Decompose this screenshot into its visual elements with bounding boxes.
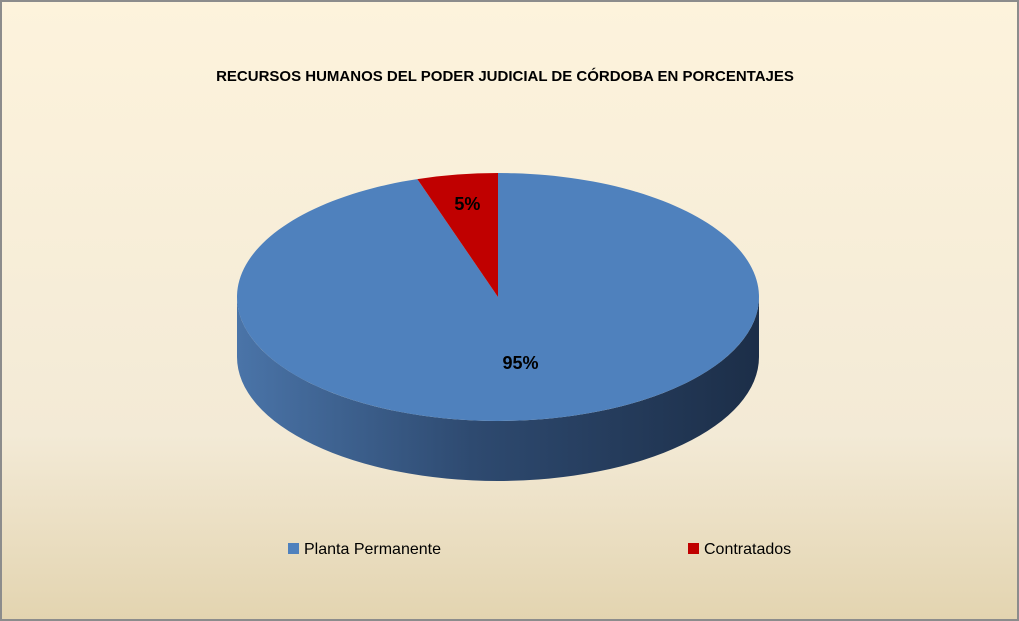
legend-label: Planta Permanente <box>304 541 441 558</box>
data-label: 95% <box>502 353 538 373</box>
slice-side <box>237 297 759 481</box>
chart-title: RECURSOS HUMANOS DEL PODER JUDICIAL DE C… <box>216 67 794 85</box>
legend-swatch <box>688 543 699 554</box>
legend-label: Contratados <box>704 541 791 558</box>
slice <box>236 173 759 421</box>
legend-swatch <box>288 543 299 554</box>
data-label: 5% <box>454 194 480 214</box>
slice <box>417 173 498 297</box>
